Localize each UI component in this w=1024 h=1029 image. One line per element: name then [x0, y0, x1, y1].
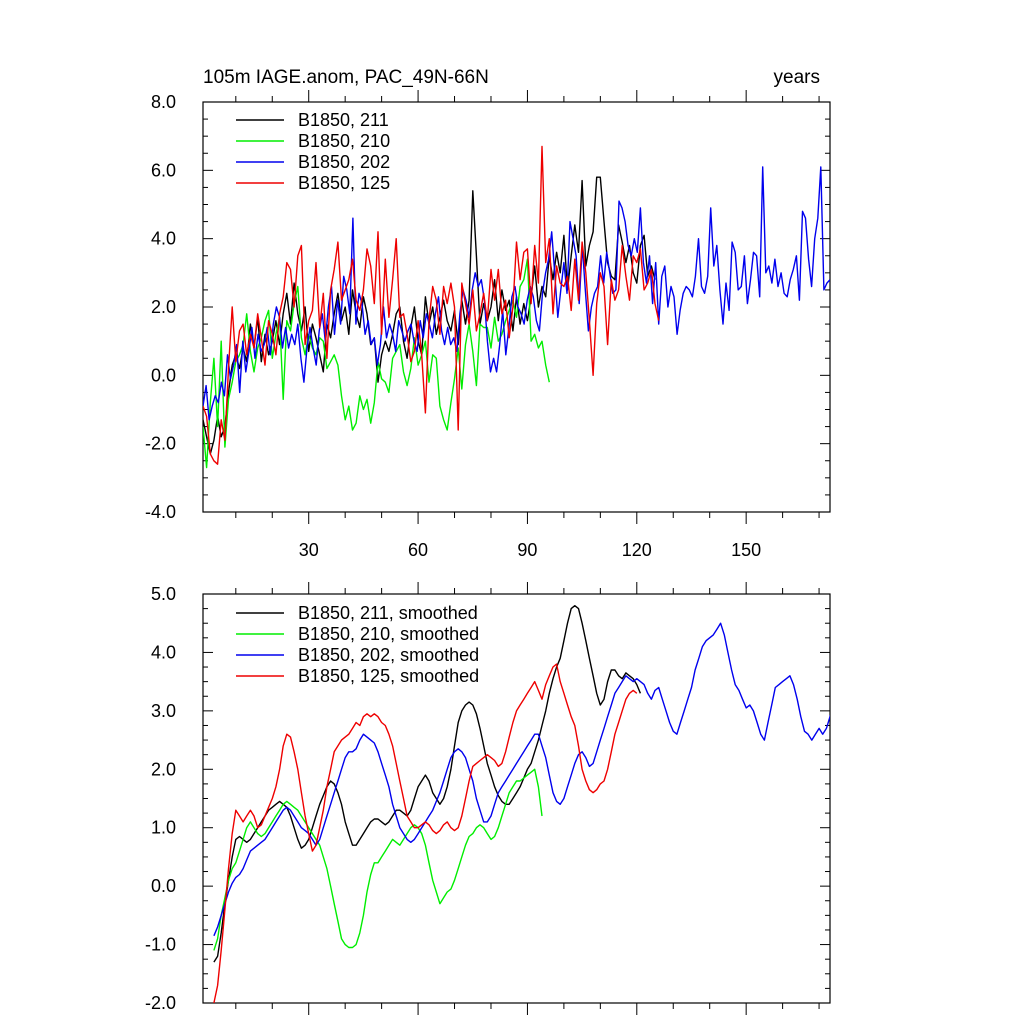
x-tick-label: 60	[408, 540, 428, 560]
x-tick-label: 30	[299, 540, 319, 560]
y-tick-label: 0.0	[151, 876, 176, 896]
series-line-b1850-211-smoothed	[213, 605, 642, 963]
y-tick-label: 1.0	[151, 818, 176, 838]
legend-label: B1850, 210	[298, 131, 390, 151]
series-line-b1850-202-smoothed	[213, 622, 830, 937]
y-tick-label: 3.0	[151, 701, 176, 721]
x-tick-label: 150	[731, 540, 761, 560]
bottom-chart-panel: -2.0 -1.0 0.0 1.0 2.0 3.0 4.0 5.0 B1850, 211, sm…	[145, 582, 831, 1015]
x-tick-label: 90	[517, 540, 537, 560]
series-line-b1850-125	[203, 145, 660, 465]
series-line-b1850-210-smoothed	[213, 768, 543, 951]
y-tick-label: 8.0	[151, 92, 176, 112]
y-tick-label: -4.0	[145, 502, 176, 522]
series-line-b1850-202	[203, 166, 830, 421]
y-tick-label: -2.0	[145, 993, 176, 1013]
y-tick-label: 4.0	[151, 229, 176, 249]
y-tick-label: 6.0	[151, 160, 176, 180]
y-tick-label: 2.0	[151, 297, 176, 317]
legend-label: B1850, 211	[298, 110, 389, 130]
legend-label: B1850, 202, smoothed	[298, 645, 479, 665]
top-chart-title: 105m IAGE.anom, PAC_49N-66N	[203, 67, 489, 88]
legend-label: B1850, 210, smoothed	[298, 624, 479, 644]
legend-label: B1850, 125	[298, 173, 390, 193]
y-tick-label: -2.0	[145, 434, 176, 454]
series-line-b1850-125-smoothed	[213, 663, 638, 1003]
legend-label: B1850, 125, smoothed	[298, 666, 479, 686]
series-line-b1850-210	[203, 258, 550, 469]
y-tick-label: -1.0	[145, 935, 176, 955]
y-tick-label: 4.0	[151, 642, 176, 662]
x-tick-label: 120	[622, 540, 652, 560]
legend-label: B1850, 211, smoothed	[298, 603, 478, 623]
y-tick-label: 2.0	[151, 759, 176, 779]
top-chart-panel: -4.0 -2.0 0.0 2.0 4.0 6.0 8.0 30 60 90 120 150 B1850…	[145, 90, 831, 560]
y-tick-label: 0.0	[151, 365, 176, 385]
top-chart-title-right: years	[774, 67, 820, 88]
legend-label: B1850, 202	[298, 152, 390, 172]
y-tick-label: 5.0	[151, 584, 176, 604]
